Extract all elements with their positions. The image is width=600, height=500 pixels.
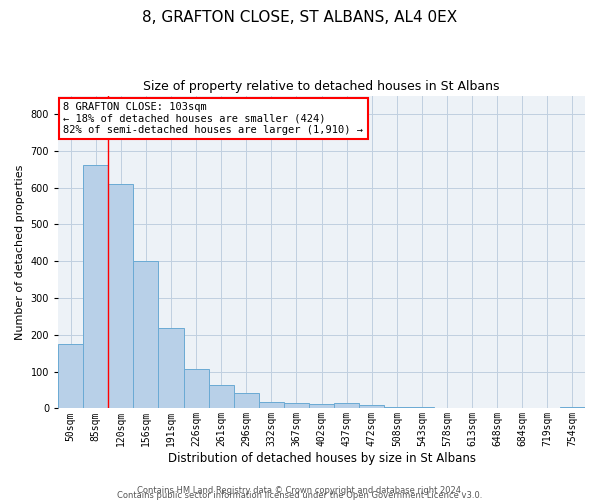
Title: Size of property relative to detached houses in St Albans: Size of property relative to detached ho…	[143, 80, 500, 93]
Bar	[184, 368, 209, 408]
Bar	[133, 261, 158, 408]
Bar	[560, 406, 585, 408]
Bar	[83, 165, 108, 408]
Bar	[284, 403, 309, 408]
Bar	[158, 328, 184, 408]
Bar	[259, 402, 284, 408]
Bar	[359, 406, 384, 408]
Bar	[334, 404, 359, 408]
Bar	[234, 393, 259, 408]
Bar	[108, 184, 133, 408]
Text: Contains public sector information licensed under the Open Government Licence v3: Contains public sector information licen…	[118, 491, 482, 500]
Text: 8 GRAFTON CLOSE: 103sqm
← 18% of detached houses are smaller (424)
82% of semi-d: 8 GRAFTON CLOSE: 103sqm ← 18% of detache…	[64, 102, 364, 135]
Bar	[58, 344, 83, 408]
Text: Contains HM Land Registry data © Crown copyright and database right 2024.: Contains HM Land Registry data © Crown c…	[137, 486, 463, 495]
X-axis label: Distribution of detached houses by size in St Albans: Distribution of detached houses by size …	[167, 452, 476, 465]
Y-axis label: Number of detached properties: Number of detached properties	[15, 164, 25, 340]
Text: 8, GRAFTON CLOSE, ST ALBANS, AL4 0EX: 8, GRAFTON CLOSE, ST ALBANS, AL4 0EX	[142, 10, 458, 25]
Bar	[209, 385, 234, 408]
Bar	[309, 404, 334, 408]
Bar	[384, 407, 409, 408]
